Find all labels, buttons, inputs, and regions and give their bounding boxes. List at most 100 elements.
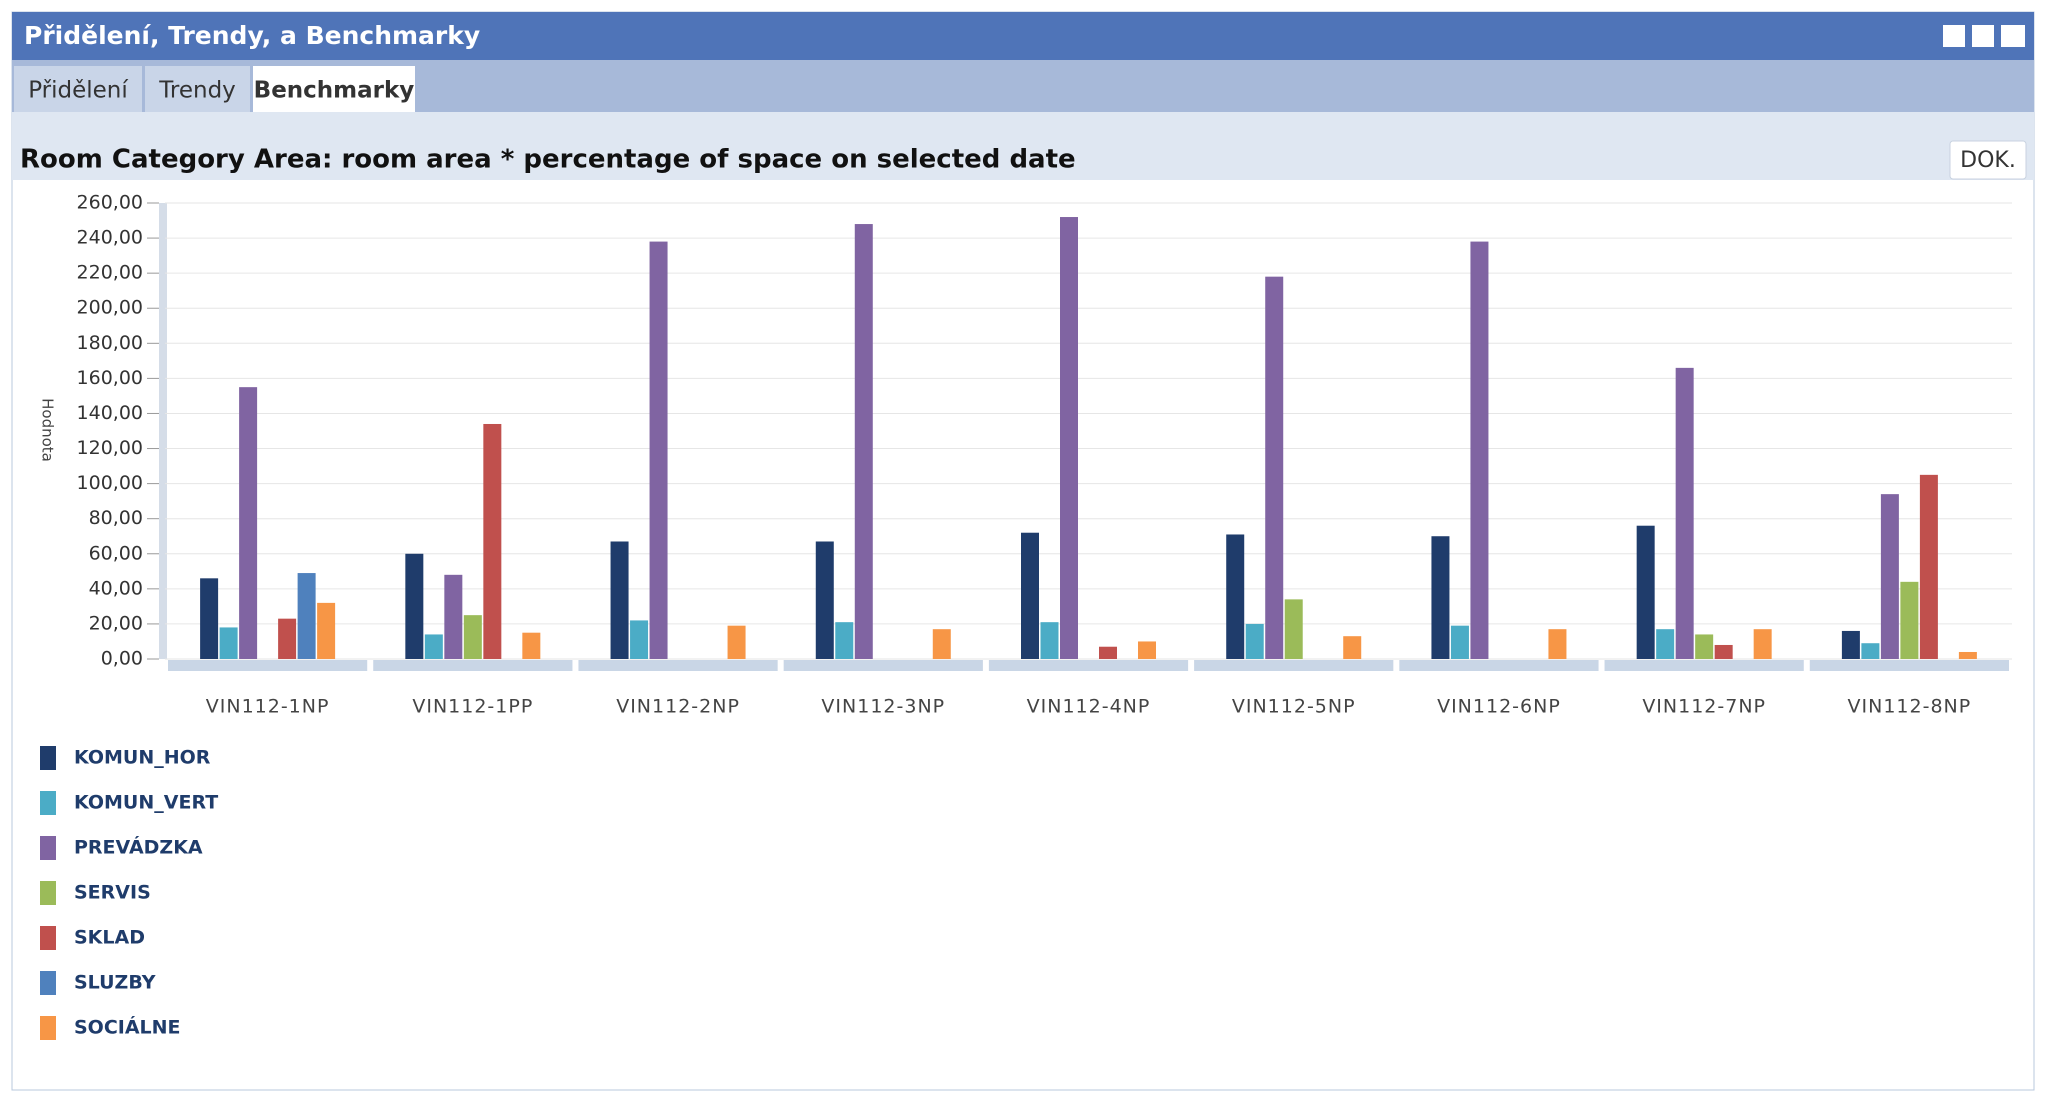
bar: [424, 634, 443, 659]
bar: [219, 627, 238, 659]
bar: [239, 387, 258, 659]
dok-button[interactable]: [1949, 140, 2027, 180]
bar: [1548, 629, 1567, 659]
bar: [1040, 622, 1059, 659]
bar: [1343, 636, 1362, 659]
legend-swatch: [40, 1016, 56, 1040]
bar: [1450, 625, 1469, 659]
chart-heading: Room Category Area: room area * percenta…: [20, 145, 1076, 175]
tab[interactable]: [253, 66, 415, 112]
x-axis-band: [168, 660, 368, 671]
y-tick-label: 100,00: [77, 472, 143, 494]
bar: [630, 620, 649, 659]
bar: [815, 541, 834, 659]
bar: [1958, 651, 1977, 659]
x-tick-label: VIN112-4NP: [1027, 696, 1151, 718]
tab-label[interactable]: Přidělení: [28, 78, 128, 104]
legend-swatch: [40, 746, 56, 770]
bar: [1284, 599, 1303, 659]
x-axis-band: [988, 660, 1189, 671]
y-tick-label: 140,00: [77, 402, 143, 424]
x-axis-band: [578, 660, 778, 671]
bar: [1138, 641, 1156, 659]
tab-label[interactable]: Trendy: [158, 78, 236, 104]
x-tick-label: VIN112-8NP: [1848, 696, 1972, 718]
bar: [522, 632, 541, 659]
toolbar: [12, 112, 2034, 180]
icon-mail[interactable]: [2001, 25, 2025, 47]
y-tick-label: 20,00: [89, 612, 143, 634]
bar: [610, 541, 629, 659]
tab[interactable]: [145, 66, 250, 112]
bar: [444, 574, 463, 659]
bar: [1021, 532, 1039, 659]
legend-swatch: [40, 791, 56, 815]
legend-label: SLUZBY: [74, 972, 156, 994]
header-title: Přidělení, Trendy, a Benchmarky: [24, 21, 480, 50]
y-tick-label: 200,00: [77, 297, 143, 319]
bar: [463, 615, 482, 659]
icon-print[interactable]: [1972, 25, 1994, 47]
bar: [278, 618, 297, 659]
header-bar: [12, 12, 2034, 60]
y-tick-label: 260,00: [77, 192, 143, 214]
legend-label: KOMUN_HOR: [74, 747, 211, 769]
bar: [1714, 644, 1733, 659]
bar: [200, 578, 219, 659]
icon-add[interactable]: [1943, 25, 1965, 47]
x-axis-band: [1399, 660, 1599, 671]
y-tick-label: 0,00: [101, 648, 143, 670]
bar: [1060, 217, 1078, 659]
y-tick-label: 160,00: [77, 367, 143, 389]
bar: [835, 622, 854, 659]
dok-button-label[interactable]: DOK.: [1960, 148, 2016, 173]
y-tick-label: 120,00: [77, 437, 143, 459]
y-tick-label: 60,00: [89, 542, 143, 564]
bar: [483, 423, 502, 659]
bar: [1900, 581, 1919, 659]
y-tick-label: 180,00: [77, 332, 143, 354]
bar: [1636, 525, 1655, 659]
y-tick-label: 80,00: [89, 507, 143, 529]
legend-label: SOCIÁLNE: [74, 1016, 181, 1039]
legend-swatch: [40, 971, 56, 995]
x-axis-band: [783, 660, 983, 671]
tab[interactable]: [14, 66, 142, 112]
legend-label: SERVIS: [74, 882, 151, 904]
bar: [854, 224, 873, 660]
y-axis-band: [159, 203, 167, 659]
x-axis-band: [1604, 660, 1804, 671]
x-axis-band: [1194, 660, 1394, 671]
x-axis-band: [1809, 660, 2009, 671]
bar: [932, 629, 951, 659]
bar: [1675, 367, 1694, 659]
legend-swatch: [40, 926, 56, 950]
bar: [1099, 646, 1117, 659]
y-tick-label: 40,00: [89, 577, 143, 599]
bar: [1695, 634, 1714, 659]
bar: [317, 602, 336, 659]
bar: [405, 553, 424, 659]
legend-label: PREVÁDZKA: [74, 836, 203, 859]
bar: [1226, 534, 1245, 659]
bar: [1431, 536, 1450, 659]
x-tick-label: VIN112-1PP: [412, 696, 533, 718]
legend-swatch: [40, 881, 56, 905]
y-axis-label: Hodnota: [39, 398, 57, 462]
x-tick-label: VIN112-7NP: [1642, 696, 1766, 718]
x-axis-band: [373, 660, 573, 671]
bar: [1919, 474, 1938, 659]
bar: [1656, 629, 1675, 659]
tab-label[interactable]: Benchmarky: [254, 78, 415, 104]
legend-label: SKLAD: [74, 927, 145, 949]
bar: [1861, 643, 1880, 659]
bar: [297, 573, 316, 659]
y-tick-label: 220,00: [77, 262, 143, 284]
bar: [1470, 241, 1489, 660]
bar: [1880, 494, 1899, 659]
bar: [649, 241, 668, 660]
bar: [727, 625, 746, 659]
bar: [1265, 276, 1284, 659]
x-tick-label: VIN112-1NP: [206, 696, 330, 718]
